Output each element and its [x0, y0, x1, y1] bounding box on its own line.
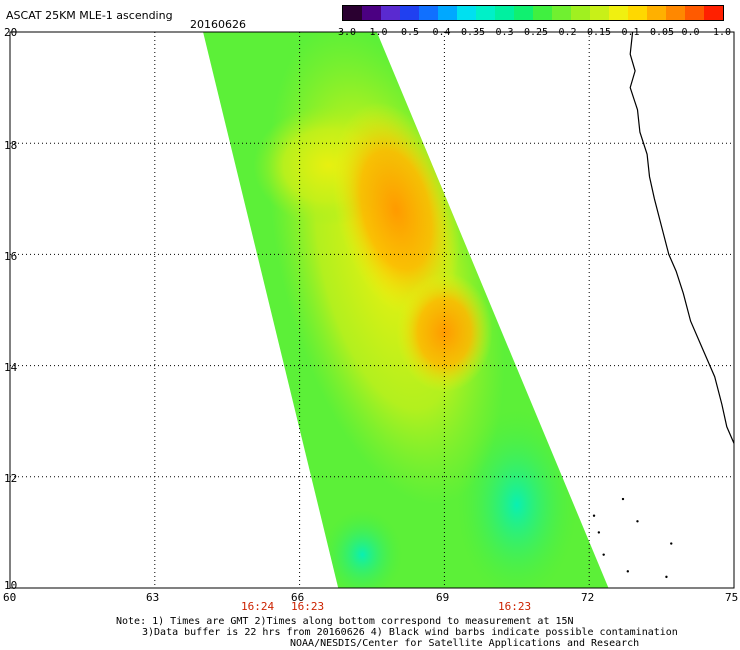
colorbar-tick-label: -0.15 — [580, 27, 612, 38]
colorbar-swatch — [514, 6, 533, 20]
lat-lon-grid — [10, 32, 734, 588]
colorbar-tick-label: -0.05 — [643, 27, 675, 38]
colorbar-swatch — [343, 6, 362, 20]
colorbar-swatch — [552, 6, 571, 20]
coastline — [592, 31, 735, 579]
island-marker — [665, 575, 668, 579]
colorbar — [342, 5, 724, 21]
colorbar-swatch — [647, 6, 666, 20]
colorbar-swatch — [609, 6, 628, 20]
colorbar-tick-label: -0.1 — [615, 27, 640, 38]
island-marker — [597, 531, 601, 534]
colorbar-tick-label: 1.0 — [712, 27, 732, 38]
colorbar-tick-label: -0.5 — [394, 27, 420, 38]
plot-frame — [9, 31, 735, 589]
coastline-india — [629, 31, 735, 444]
note-line-2: 3)Data buffer is 22 hrs from 20160626 4)… — [142, 627, 678, 638]
colorbar-swatch — [666, 6, 685, 20]
lat-label-20: 20 — [4, 26, 18, 39]
colorbar-swatch — [685, 6, 704, 20]
colorbar-tick-label: -1.0 — [363, 27, 388, 38]
lat-label-18: 18 — [4, 139, 18, 152]
lat-label-14: 14 — [4, 361, 18, 374]
swath-cyan-sw — [322, 509, 403, 588]
island-marker — [636, 520, 639, 523]
lon-label-63: 63 — [146, 591, 160, 604]
map-title: ASCAT 25KM MLE-1 ascending — [6, 9, 173, 22]
colorbar-swatch — [476, 6, 495, 20]
island-marker — [602, 553, 605, 556]
colorbar-swatch — [381, 6, 400, 20]
colorbar-tick-label: 0.0 — [681, 27, 700, 38]
lon-label-69: 69 — [436, 591, 450, 604]
pass-time-3: 16:23 — [498, 600, 532, 613]
island-marker — [670, 542, 673, 545]
note-line-1: Note: 1) Times are GMT 2)Times along bot… — [116, 616, 574, 627]
colorbar-swatch — [495, 6, 514, 20]
lon-label-66: 66 — [291, 591, 305, 604]
colorbar-tick-label: -0.25 — [517, 27, 549, 38]
colorbar-swatch — [457, 6, 476, 20]
island-marker — [621, 497, 625, 501]
lat-label-16: 16 — [4, 250, 18, 263]
lat-label-10: 10 — [4, 579, 18, 592]
map-date: 20160626 — [190, 18, 246, 31]
colorbar-tick-label: -0.3 — [489, 27, 514, 38]
colorbar-tick-label: -0.4 — [426, 27, 451, 38]
colorbar-swatch — [628, 6, 647, 20]
wind-swath — [203, 32, 609, 588]
lon-label-60: 60 — [3, 591, 17, 604]
colorbar-swatch — [438, 6, 457, 20]
note-line-3: NOAA/NESDIS/Center for Satellite Applica… — [290, 638, 640, 649]
colorbar-swatch — [704, 6, 723, 20]
pass-time-1: 16:24 — [241, 600, 275, 613]
island-marker — [626, 570, 630, 573]
colorbar-swatch — [590, 6, 609, 20]
colorbar-swatch — [419, 6, 438, 20]
swath-cyan-ne — [413, 32, 554, 158]
lat-label-12: 12 — [4, 472, 18, 485]
lon-label-72: 72 — [581, 591, 595, 604]
lon-label-75: 75 — [725, 591, 739, 604]
colorbar-swatch — [400, 6, 419, 20]
colorbar-swatch — [571, 6, 590, 20]
colorbar-tick-label: -3.0 — [331, 27, 357, 38]
swath-core-north — [332, 102, 461, 318]
pass-time-2: 16:23 — [291, 600, 325, 613]
colorbar-swatch — [533, 6, 552, 20]
colorbar-tick-label: -0.35 — [454, 27, 486, 38]
colorbar-tick-label: -0.2 — [552, 27, 577, 38]
colorbar-swatch — [362, 6, 381, 20]
island-marker — [592, 514, 596, 517]
